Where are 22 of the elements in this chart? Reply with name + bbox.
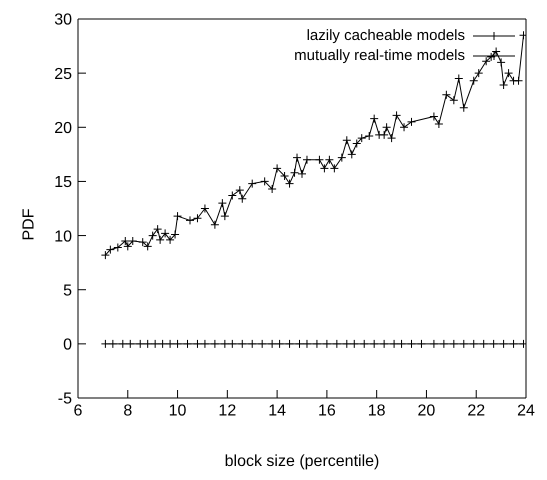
y-tick-label: 30 [54,12,72,29]
x-tick-label: 8 [123,402,132,420]
y-axis-title: PDF [20,208,38,240]
y-tick-label: 20 [54,120,72,137]
x-tick-label: 14 [268,402,286,420]
y-tick-label: 5 [63,282,72,300]
y-tick-label: 10 [54,228,72,246]
x-tick-label: 24 [517,402,535,420]
y-tick-label: -5 [58,390,72,408]
legend-label: mutually real-time models [294,46,465,66]
x-tick-label: 6 [74,402,83,420]
y-tick-label: 25 [54,66,72,83]
y-tick-label: 15 [54,174,72,192]
x-tick-label: 16 [318,402,336,420]
x-tick-label: 20 [418,402,436,420]
legend-label: lazily cacheable models [306,26,465,46]
x-axis-title: block size (percentile) [224,453,380,470]
x-tick-label: 18 [368,402,386,420]
y-tick-label: 0 [63,336,72,354]
x-tick-label: 12 [218,402,236,420]
x-tick-label: 10 [168,402,187,420]
x-tick-label: 22 [467,402,486,420]
